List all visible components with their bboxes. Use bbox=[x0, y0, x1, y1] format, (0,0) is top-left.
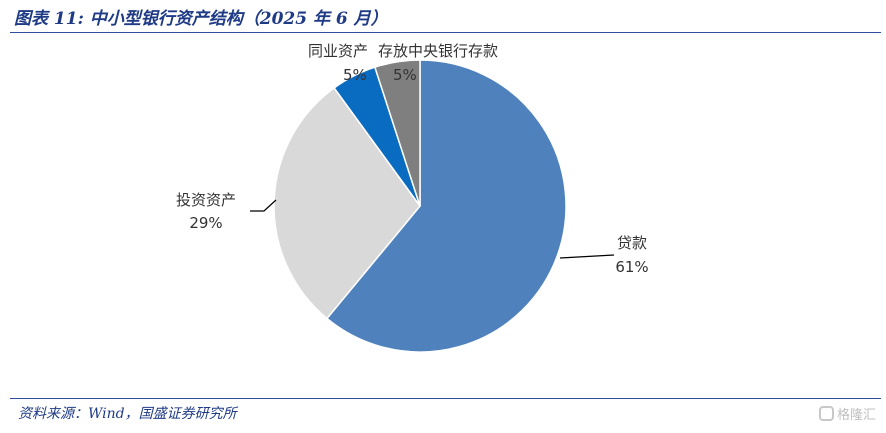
pie-slice-1 bbox=[325, 59, 567, 353]
pie-chart: 贷款 61% 投资资产 29% 存放中央银行存款 5% 同业资产 5% bbox=[176, 42, 649, 353]
footer-divider bbox=[10, 398, 881, 399]
watermark: 格隆汇 bbox=[818, 404, 876, 423]
slice-value-label-3: 5% bbox=[393, 66, 417, 84]
title-divider bbox=[10, 32, 881, 33]
leader-line-2 bbox=[250, 199, 277, 212]
slice-value-label-1: 61% bbox=[615, 258, 648, 276]
slice-value-label-4: 5% bbox=[343, 66, 367, 84]
pie-slice-4 bbox=[373, 59, 421, 207]
slice-label-1: 贷款 bbox=[617, 234, 647, 252]
watermark-text: 格隆汇 bbox=[836, 408, 876, 423]
source-note: 资料来源：Wind，国盛证券研究所 bbox=[18, 406, 237, 422]
slice-value-label-2: 29% bbox=[189, 214, 222, 232]
slice-label-4: 同业资产 bbox=[308, 42, 368, 60]
slice-label-3: 存放中央银行存款 bbox=[378, 42, 498, 60]
leader-line-1 bbox=[559, 254, 615, 259]
page-title: 图表 11: 中小型银行资产结构（2025 年 6 月） bbox=[14, 9, 388, 29]
slice-label-2: 投资资产 bbox=[176, 191, 236, 209]
watermark-logo-icon bbox=[818, 406, 834, 421]
